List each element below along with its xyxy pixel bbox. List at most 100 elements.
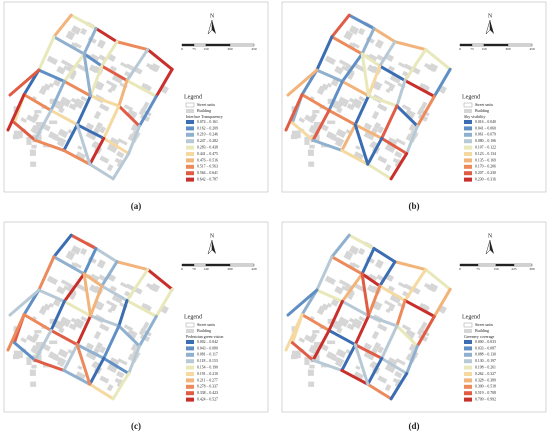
building: [404, 109, 416, 120]
building: [117, 138, 128, 146]
legend-swatch: [186, 365, 194, 370]
building: [126, 109, 138, 120]
legend-swatch: [186, 384, 194, 389]
legend-swatch: [464, 164, 472, 169]
building: [26, 357, 32, 365]
legend-swatch: [186, 391, 194, 396]
building: [419, 82, 430, 92]
building: [57, 348, 69, 359]
building: [351, 262, 360, 269]
building: [70, 97, 78, 104]
street: [125, 79, 158, 98]
street: [395, 104, 419, 128]
building: [46, 275, 58, 286]
legend-title: Pedestrian green vision: [186, 334, 223, 339]
building: [363, 342, 373, 351]
legend-label: Street units: [197, 102, 216, 107]
street: [315, 68, 344, 83]
building: [57, 128, 69, 139]
building: [395, 358, 406, 366]
building: [348, 25, 360, 35]
panel-label: (b): [409, 201, 420, 211]
building: [337, 316, 350, 328]
street: [395, 79, 407, 108]
building: [116, 370, 125, 379]
building: [386, 137, 398, 148]
street: [89, 284, 104, 318]
street: [405, 344, 419, 376]
street: [330, 35, 364, 56]
legend-swatch: [186, 109, 194, 113]
street: [378, 260, 397, 288]
legend-label: 0.198 – 0.261: [475, 365, 496, 369]
street: [12, 121, 37, 142]
building: [31, 112, 40, 122]
building: [404, 329, 416, 340]
street: [49, 79, 66, 112]
street: [117, 79, 129, 108]
scale-segment: [181, 263, 195, 267]
building: [384, 384, 392, 392]
building: [91, 142, 99, 149]
building: [291, 350, 301, 359]
building: [107, 308, 113, 314]
street: [395, 324, 419, 348]
street: [127, 124, 141, 156]
building: [309, 332, 318, 342]
street: [75, 343, 106, 360]
legend-label: 0.476 – 0.516: [197, 158, 218, 162]
building: [355, 365, 361, 371]
legend-swatch: [464, 177, 472, 182]
street: [52, 13, 73, 39]
north-label: N: [210, 233, 215, 239]
legend-swatch: [464, 139, 472, 144]
building: [26, 137, 32, 145]
street: [367, 314, 399, 328]
building: [372, 302, 381, 311]
street: [6, 313, 26, 352]
building: [26, 114, 37, 124]
building: [334, 65, 344, 75]
building: [106, 384, 114, 392]
building: [47, 131, 60, 141]
legend-swatch: [186, 139, 194, 144]
building: [76, 283, 88, 292]
street: [137, 314, 158, 348]
scale-label: 420: [251, 267, 257, 271]
street: [395, 299, 407, 328]
legend-label: 0.074 – 0.161: [197, 120, 218, 124]
street: [82, 272, 104, 288]
legend-swatch: [464, 372, 472, 376]
street: [115, 40, 150, 52]
building: [387, 65, 395, 72]
legend-swatch: [464, 352, 472, 357]
building: [20, 337, 28, 343]
building: [96, 39, 106, 49]
building: [65, 30, 76, 41]
building: [308, 161, 315, 167]
street: [62, 148, 92, 166]
building: [108, 137, 120, 148]
building: [109, 83, 118, 92]
legend-heading: Legend: [184, 314, 202, 320]
street: [311, 108, 331, 142]
street: [52, 35, 86, 56]
street: [22, 93, 53, 112]
street: [290, 121, 315, 142]
street: [432, 67, 452, 98]
building: [56, 285, 66, 295]
building: [106, 164, 114, 172]
legend-label: 0.390 – 0.518: [475, 385, 496, 389]
street: [424, 268, 452, 291]
building: [325, 351, 338, 361]
street: [102, 356, 131, 376]
building: [343, 250, 354, 261]
building: [12, 134, 20, 140]
street: [69, 13, 98, 30]
building: [320, 343, 329, 352]
legend-label: 0.002 – 0.042: [197, 340, 218, 344]
legend-label: 0.441 – 0.475: [197, 152, 218, 156]
street: [366, 162, 393, 181]
building: [377, 323, 388, 332]
